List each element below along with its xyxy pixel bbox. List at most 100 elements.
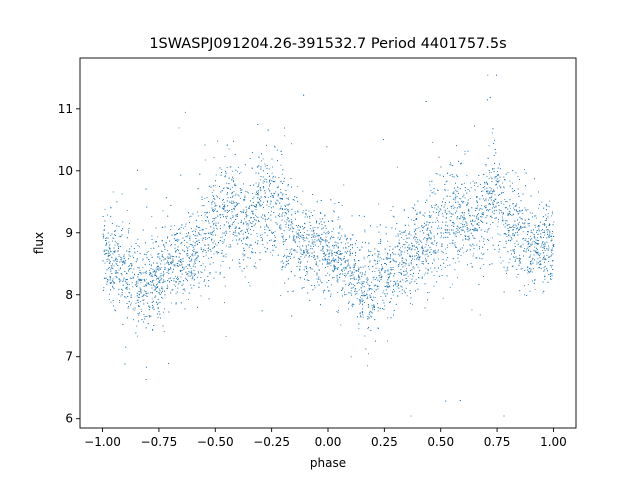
data-point	[336, 251, 338, 253]
data-point	[250, 200, 251, 202]
data-point	[358, 327, 360, 329]
data-point	[225, 175, 227, 177]
data-point	[536, 237, 538, 239]
data-point	[403, 210, 405, 211]
data-point	[463, 194, 465, 196]
data-point	[463, 252, 465, 254]
data-point	[449, 164, 451, 166]
data-point	[437, 221, 439, 223]
data-point	[445, 253, 447, 255]
data-point	[356, 316, 358, 318]
data-point	[148, 283, 149, 284]
data-point	[151, 235, 153, 237]
data-point	[298, 234, 300, 236]
data-point	[482, 241, 484, 242]
data-point	[505, 220, 507, 222]
data-point	[304, 240, 306, 241]
data-point	[264, 190, 266, 192]
data-point	[425, 257, 426, 259]
data-point	[502, 182, 504, 184]
data-point	[503, 186, 505, 188]
data-point	[406, 268, 407, 270]
data-point	[120, 256, 121, 258]
data-point	[137, 273, 139, 275]
data-point	[410, 297, 412, 299]
data-point	[313, 246, 315, 247]
data-point	[167, 261, 169, 263]
data-point	[226, 232, 227, 234]
data-point	[305, 245, 307, 247]
data-point	[231, 224, 233, 226]
data-point	[310, 212, 312, 214]
data-point	[111, 267, 113, 269]
data-point	[415, 279, 417, 281]
data-point	[390, 317, 392, 319]
data-point	[524, 248, 526, 249]
data-point	[196, 240, 198, 242]
data-point	[326, 146, 328, 148]
data-point	[128, 264, 130, 266]
data-point	[368, 288, 370, 290]
data-point	[284, 204, 286, 206]
data-point	[458, 197, 460, 199]
data-point	[306, 251, 308, 253]
data-point	[490, 203, 491, 205]
data-point	[460, 215, 462, 216]
data-point	[300, 252, 302, 254]
data-point	[469, 249, 471, 251]
data-point	[421, 247, 423, 249]
data-point	[161, 251, 163, 252]
data-point	[249, 222, 251, 224]
data-point	[182, 283, 184, 285]
data-point	[479, 314, 481, 316]
data-point	[467, 199, 469, 201]
data-point	[434, 237, 436, 239]
data-point	[220, 265, 222, 267]
data-point	[504, 199, 506, 201]
data-point	[533, 234, 535, 236]
data-point	[409, 303, 411, 304]
data-point	[418, 227, 420, 229]
data-point	[549, 236, 551, 237]
data-point	[465, 220, 467, 222]
data-point	[452, 165, 454, 167]
data-point	[222, 203, 224, 205]
data-point	[421, 247, 423, 249]
data-point	[503, 187, 505, 189]
data-point	[308, 280, 310, 281]
data-point	[417, 200, 419, 202]
data-point	[439, 208, 441, 210]
data-point	[233, 191, 235, 193]
data-point	[537, 253, 539, 255]
data-point	[404, 247, 406, 249]
data-point	[442, 198, 444, 200]
data-point	[497, 182, 499, 184]
data-point	[130, 296, 132, 298]
data-point	[410, 262, 412, 264]
data-point	[322, 258, 324, 260]
data-point	[378, 260, 380, 262]
data-point	[523, 255, 524, 257]
data-point	[380, 296, 382, 297]
data-point	[400, 269, 402, 271]
data-point	[370, 288, 372, 289]
data-point	[119, 268, 121, 270]
data-point	[553, 221, 555, 223]
data-point	[438, 258, 440, 260]
data-point	[105, 239, 106, 241]
data-point	[314, 287, 316, 289]
data-point	[542, 258, 544, 260]
data-point	[411, 207, 413, 209]
data-point	[142, 267, 144, 269]
data-point	[459, 204, 461, 206]
data-point	[550, 278, 551, 280]
data-point	[438, 275, 440, 277]
data-point	[436, 271, 438, 273]
data-point	[204, 244, 206, 246]
data-point	[430, 190, 432, 191]
data-point	[538, 233, 540, 235]
data-point	[476, 200, 478, 202]
data-point	[330, 251, 332, 253]
data-point	[326, 245, 328, 247]
data-point	[516, 276, 518, 278]
